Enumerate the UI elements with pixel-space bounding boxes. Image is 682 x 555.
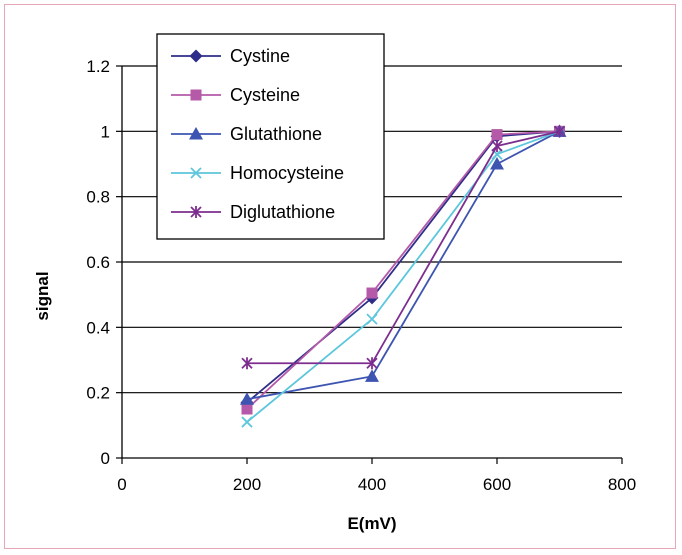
data-point-diglutathione	[241, 357, 253, 370]
legend-label: Homocysteine	[230, 163, 344, 183]
legend-label: Glutathione	[230, 124, 322, 144]
y-axis-title: signal	[33, 271, 52, 320]
data-point-cysteine	[366, 287, 378, 299]
x-tick-label: 400	[358, 475, 386, 494]
y-tick-label: 0.8	[86, 188, 110, 207]
x-axis-title: E(mV)	[347, 514, 396, 533]
legend-marker-diglutathione	[190, 206, 202, 218]
data-point-diglutathione	[491, 140, 503, 153]
x-tick-label: 600	[483, 475, 511, 494]
data-point-glutathione	[365, 369, 379, 382]
legend-item-homocysteine: Homocysteine	[171, 163, 344, 183]
series-diglutathione	[241, 125, 566, 370]
legend: Cystine Cysteine Glutathione Homocysteine Di…	[156, 33, 385, 240]
legend-marker-cystine	[189, 49, 203, 63]
legend-item-glutathione: Glutathione	[171, 124, 322, 144]
series-line-cysteine	[246, 130, 560, 410]
x-tick-label: 200	[233, 475, 261, 494]
legend-item-cystine: Cystine	[171, 46, 290, 66]
marker-stroke	[491, 148, 503, 160]
legend-marker-homocysteine	[190, 167, 202, 179]
legend-item-cysteine: Cysteine	[171, 85, 300, 105]
marker-stroke	[366, 313, 378, 325]
legend-marker-glutathione	[189, 127, 203, 140]
y-tick-label: 1.2	[86, 57, 110, 76]
series-line-diglutathione	[247, 130, 560, 365]
legend-label: Cysteine	[230, 85, 300, 105]
marker-stroke	[241, 416, 253, 428]
x-tick-label: 0	[117, 475, 126, 494]
data-point-diglutathione	[366, 357, 378, 370]
y-tick-label: 0	[101, 449, 110, 468]
marker-stroke	[190, 167, 202, 179]
data-point-glutathione	[490, 157, 504, 170]
y-tick-label: 1	[101, 122, 110, 141]
data-point-glutathione	[240, 392, 254, 405]
axes: 0 0.2 0.4 0.6 0.8 1 1.2 0 200 400 600 800	[86, 57, 636, 494]
legend-item-diglutathione: Diglutathione	[171, 202, 335, 222]
data-point-diglutathione	[553, 125, 566, 138]
y-tick-label: 0.6	[86, 253, 110, 272]
legend-label: Diglutathione	[230, 202, 335, 222]
x-tick-label: 800	[608, 475, 636, 494]
data-point-homocysteine	[366, 313, 378, 325]
legend-label: Cystine	[230, 46, 290, 66]
data-point-cysteine	[241, 403, 253, 415]
data-point-cysteine	[491, 129, 503, 141]
series-group	[240, 124, 567, 428]
series-line-glutathione	[246, 130, 560, 401]
y-tick-label: 0.2	[86, 384, 110, 403]
legend-marker-cysteine	[190, 89, 202, 101]
y-tick-label: 0.4	[86, 318, 110, 337]
series-line-homocysteine	[246, 130, 560, 423]
data-point-homocysteine	[241, 416, 253, 428]
